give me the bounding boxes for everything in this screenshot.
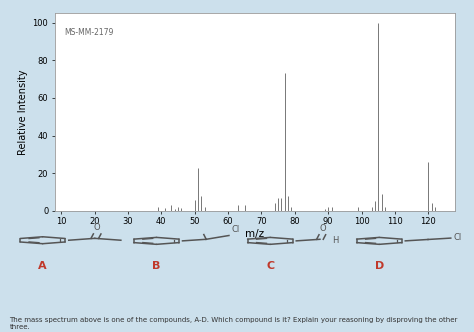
Text: O: O (94, 223, 100, 232)
Text: The mass spectrum above is one of the compounds, A-D. Which compound is it? Expl: The mass spectrum above is one of the co… (9, 317, 458, 330)
Text: Cl: Cl (453, 233, 461, 242)
Text: Cl: Cl (231, 225, 239, 234)
Text: H: H (332, 236, 338, 245)
X-axis label: m/z: m/z (245, 229, 264, 239)
Text: B: B (152, 261, 161, 271)
Text: A: A (38, 261, 47, 271)
Text: D: D (374, 261, 384, 271)
Text: C: C (266, 261, 274, 271)
Text: O: O (319, 224, 326, 233)
Y-axis label: Relative Intensity: Relative Intensity (18, 69, 28, 155)
Text: MS-MM-2179: MS-MM-2179 (64, 28, 114, 37)
